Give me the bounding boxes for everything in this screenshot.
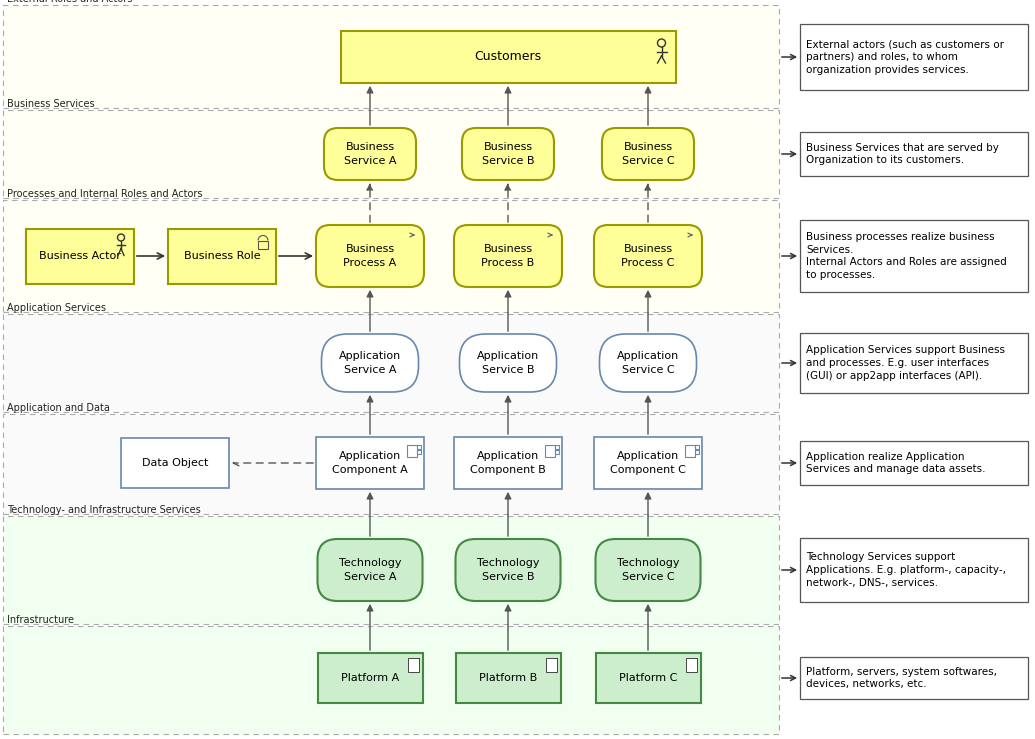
Text: Business Services that are served by
Organization to its customers.: Business Services that are served by Org… bbox=[806, 143, 999, 166]
Bar bbox=[318, 653, 422, 703]
Bar bbox=[3, 314, 779, 412]
Bar bbox=[800, 132, 1028, 176]
Bar bbox=[555, 450, 559, 454]
Text: External actors (such as customers or
partners) and roles, to whom
organization : External actors (such as customers or pa… bbox=[806, 39, 1004, 75]
Text: Business
Process A: Business Process A bbox=[344, 245, 396, 268]
FancyBboxPatch shape bbox=[324, 128, 416, 180]
Text: Application
Service C: Application Service C bbox=[617, 352, 679, 375]
Text: Platform C: Platform C bbox=[619, 673, 677, 683]
FancyBboxPatch shape bbox=[594, 225, 702, 287]
Text: Technology- and Infrastructure Services: Technology- and Infrastructure Services bbox=[7, 505, 201, 515]
Text: Business
Service A: Business Service A bbox=[344, 143, 396, 166]
Bar bbox=[417, 445, 421, 449]
Text: Business processes realize business
Services.
Internal Actors and Roles are assi: Business processes realize business Serv… bbox=[806, 232, 1007, 280]
Text: Business
Service C: Business Service C bbox=[622, 143, 675, 166]
Bar bbox=[545, 658, 557, 672]
Text: Application
Component C: Application Component C bbox=[610, 452, 686, 474]
Text: Application
Component A: Application Component A bbox=[332, 452, 408, 474]
Text: Business
Process C: Business Process C bbox=[621, 245, 675, 268]
FancyBboxPatch shape bbox=[455, 539, 561, 601]
Text: Business
Process B: Business Process B bbox=[481, 245, 535, 268]
Bar bbox=[121, 438, 229, 488]
Text: Business
Service B: Business Service B bbox=[481, 143, 534, 166]
Text: Technology
Service B: Technology Service B bbox=[477, 559, 539, 582]
Text: Processes and Internal Roles and Actors: Processes and Internal Roles and Actors bbox=[7, 189, 203, 199]
Bar bbox=[800, 441, 1028, 485]
Bar bbox=[800, 657, 1028, 699]
Bar bbox=[3, 516, 779, 624]
Text: Application and Data: Application and Data bbox=[7, 403, 110, 413]
Bar bbox=[408, 658, 418, 672]
FancyBboxPatch shape bbox=[602, 128, 694, 180]
Bar bbox=[555, 445, 559, 449]
Bar bbox=[26, 228, 134, 284]
Text: Application
Service A: Application Service A bbox=[338, 352, 402, 375]
Bar bbox=[407, 445, 417, 457]
Bar bbox=[3, 110, 779, 198]
Bar bbox=[417, 450, 421, 454]
Bar bbox=[685, 658, 697, 672]
Bar bbox=[800, 333, 1028, 393]
Bar bbox=[3, 200, 779, 312]
Bar bbox=[316, 437, 424, 489]
Bar bbox=[3, 626, 779, 734]
Text: Infrastructure: Infrastructure bbox=[7, 615, 73, 625]
Text: External Roles and Actors: External Roles and Actors bbox=[7, 0, 132, 4]
Text: Application Services support Business
and processes. E.g. user interfaces
(GUI) : Application Services support Business an… bbox=[806, 345, 1005, 381]
Bar bbox=[3, 414, 779, 514]
Bar bbox=[258, 240, 268, 248]
Bar bbox=[595, 653, 701, 703]
Bar bbox=[800, 24, 1028, 90]
Bar bbox=[455, 653, 561, 703]
Text: Platform B: Platform B bbox=[479, 673, 537, 683]
FancyBboxPatch shape bbox=[462, 128, 554, 180]
Text: Platform A: Platform A bbox=[341, 673, 400, 683]
FancyBboxPatch shape bbox=[599, 334, 697, 392]
Text: Business Services: Business Services bbox=[7, 99, 94, 109]
Text: Business Role: Business Role bbox=[183, 251, 261, 261]
Text: Data Object: Data Object bbox=[142, 458, 208, 468]
Text: Application
Component B: Application Component B bbox=[470, 452, 545, 474]
Text: Business Actor: Business Actor bbox=[39, 251, 121, 261]
FancyBboxPatch shape bbox=[460, 334, 557, 392]
Bar bbox=[168, 228, 276, 284]
Text: Application realize Application
Services and manage data assets.: Application realize Application Services… bbox=[806, 452, 985, 474]
Bar bbox=[3, 5, 779, 108]
FancyBboxPatch shape bbox=[454, 225, 562, 287]
Text: Technology
Service A: Technology Service A bbox=[338, 559, 402, 582]
Bar bbox=[800, 220, 1028, 292]
Bar bbox=[545, 445, 555, 457]
Bar bbox=[454, 437, 562, 489]
Bar bbox=[685, 445, 694, 457]
Bar bbox=[800, 538, 1028, 602]
Text: Platform, servers, system softwares,
devices, networks, etc.: Platform, servers, system softwares, dev… bbox=[806, 667, 997, 689]
Bar bbox=[594, 437, 702, 489]
Text: Application
Service B: Application Service B bbox=[477, 352, 539, 375]
Bar bbox=[341, 31, 676, 83]
Text: Customers: Customers bbox=[474, 50, 541, 64]
Text: Technology Services support
Applications. E.g. platform-, capacity-,
network-, D: Technology Services support Applications… bbox=[806, 552, 1006, 588]
Text: Technology
Service C: Technology Service C bbox=[617, 559, 679, 582]
FancyBboxPatch shape bbox=[316, 225, 424, 287]
Bar bbox=[694, 450, 699, 454]
Bar bbox=[694, 445, 699, 449]
FancyBboxPatch shape bbox=[318, 539, 422, 601]
FancyBboxPatch shape bbox=[322, 334, 418, 392]
Text: Application Services: Application Services bbox=[7, 303, 106, 313]
FancyBboxPatch shape bbox=[595, 539, 701, 601]
